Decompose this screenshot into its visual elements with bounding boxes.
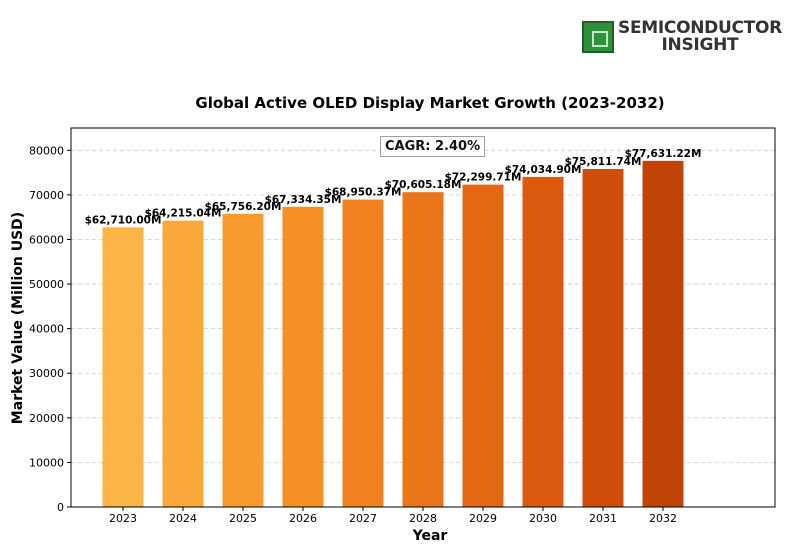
- bar: [102, 227, 144, 507]
- x-tick-label: 2023: [109, 512, 137, 525]
- data-label: $68,950.37M: [325, 187, 402, 199]
- x-tick-label: 2027: [349, 512, 377, 525]
- data-label: $67,334.35M: [265, 194, 342, 206]
- data-label: $77,631.22M: [625, 148, 702, 160]
- chip-icon: [582, 21, 614, 53]
- y-tick-label: 70000: [29, 189, 64, 202]
- bar: [282, 206, 324, 508]
- y-tick-label: 0: [57, 501, 64, 514]
- bar: [522, 176, 564, 507]
- data-labels: $62,710.00M$64,215.04M$65,756.20M$67,334…: [85, 148, 702, 227]
- x-tick-label: 2024: [169, 512, 197, 525]
- data-label: $62,710.00M: [85, 214, 162, 226]
- y-tick-label: 80000: [29, 144, 64, 157]
- x-tick-label: 2025: [229, 512, 257, 525]
- y-axis-ticks: 0 10000 20000 30000 40000 50000 60000 70000 8000…: [29, 144, 71, 514]
- data-label: $74,034.90M: [505, 164, 582, 176]
- data-label: $64,215.04M: [145, 208, 222, 220]
- x-axis-label: Year: [412, 528, 448, 544]
- y-tick-label: 40000: [29, 323, 64, 336]
- brand-logo: SEMICONDUCTOR INSIGHT: [582, 20, 782, 54]
- x-tick-label: 2030: [529, 512, 557, 525]
- data-label: $72,299.71M: [445, 172, 522, 184]
- x-tick-label: 2029: [469, 512, 497, 525]
- bar: [462, 184, 504, 507]
- bar: [402, 192, 444, 507]
- x-axis-ticks: 2023 2024 2025 2026 2027 2028 2029 2030 2031 2032: [109, 507, 677, 525]
- cagr-annotation: CAGR: 2.40%: [380, 136, 486, 157]
- y-tick-label: 50000: [29, 278, 64, 291]
- chart-title: Global Active OLED Display Market Growth…: [195, 94, 664, 112]
- brand-text: SEMICONDUCTOR INSIGHT: [618, 20, 782, 54]
- x-tick-label: 2028: [409, 512, 437, 525]
- data-label: $65,756.20M: [205, 201, 282, 213]
- bars: [102, 160, 684, 508]
- y-tick-label: 20000: [29, 412, 64, 425]
- y-axis-label: Market Value (Million USD): [10, 212, 26, 424]
- bar: [582, 168, 624, 508]
- bar: [342, 199, 384, 507]
- bar: [222, 213, 264, 508]
- bar: [162, 220, 204, 508]
- x-tick-label: 2026: [289, 512, 317, 525]
- brand-line2: INSIGHT: [661, 35, 739, 55]
- data-label: $75,811.74M: [565, 156, 642, 168]
- y-tick-label: 60000: [29, 233, 64, 246]
- y-tick-label: 30000: [29, 367, 64, 380]
- x-tick-label: 2031: [589, 512, 617, 525]
- bar: [642, 160, 684, 508]
- y-tick-label: 10000: [29, 456, 64, 469]
- brand-line1: SEMICONDUCTOR: [618, 18, 782, 38]
- x-tick-label: 2032: [649, 512, 677, 525]
- data-label: $70,605.18M: [385, 179, 462, 191]
